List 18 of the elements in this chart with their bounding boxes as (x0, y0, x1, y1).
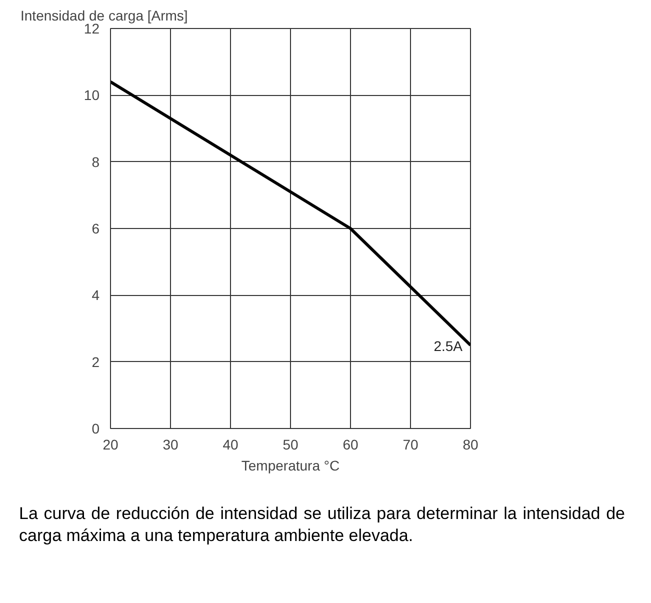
text: La curva de reducción de intensidad se utiliza para determinar la intensidad de carga máxima a una temperatura ambiente elevada. (19, 503, 625, 548)
x-tick-label: 20 (102, 436, 118, 452)
y-tick-label: 10 (84, 87, 100, 104)
x-tick-label: 60 (342, 436, 358, 452)
x-tick-label: 70 (402, 436, 418, 452)
y-tick-label: 8 (92, 154, 100, 170)
y-tick-label: 2 (92, 354, 100, 370)
y-tick-label: 6 (92, 220, 100, 236)
annotation: 2.5A (434, 338, 464, 354)
y-tick-label: 4 (92, 287, 100, 304)
x-tick-label: 30 (162, 436, 178, 452)
x-tick-label: 80 (462, 436, 478, 452)
x-axis-title: Temperatura °C (241, 458, 340, 474)
y-tick-label: 12 (84, 20, 100, 36)
y-axis-title: Intensidad de carga [Arms] (20, 8, 188, 24)
x-tick-label: 50 (282, 436, 298, 452)
x-tick-label: 40 (222, 436, 238, 452)
y-tick-label: 0 (92, 420, 100, 436)
